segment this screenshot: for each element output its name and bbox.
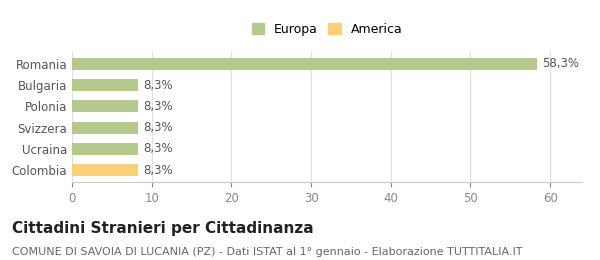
Text: 58,3%: 58,3% xyxy=(542,57,579,70)
Bar xyxy=(72,79,138,91)
Text: 8,3%: 8,3% xyxy=(144,121,173,134)
Legend: Europa, America: Europa, America xyxy=(248,19,406,40)
Text: Cittadini Stranieri per Cittadinanza: Cittadini Stranieri per Cittadinanza xyxy=(12,221,314,236)
Bar xyxy=(72,101,138,112)
Bar xyxy=(72,58,536,70)
Text: 8,3%: 8,3% xyxy=(144,164,173,177)
Text: COMUNE DI SAVOIA DI LUCANIA (PZ) - Dati ISTAT al 1° gennaio - Elaborazione TUTTI: COMUNE DI SAVOIA DI LUCANIA (PZ) - Dati … xyxy=(12,247,523,257)
Text: 8,3%: 8,3% xyxy=(144,142,173,155)
Bar xyxy=(72,122,138,133)
Bar xyxy=(72,143,138,155)
Text: 8,3%: 8,3% xyxy=(144,79,173,92)
Bar xyxy=(72,164,138,176)
Text: 8,3%: 8,3% xyxy=(144,100,173,113)
